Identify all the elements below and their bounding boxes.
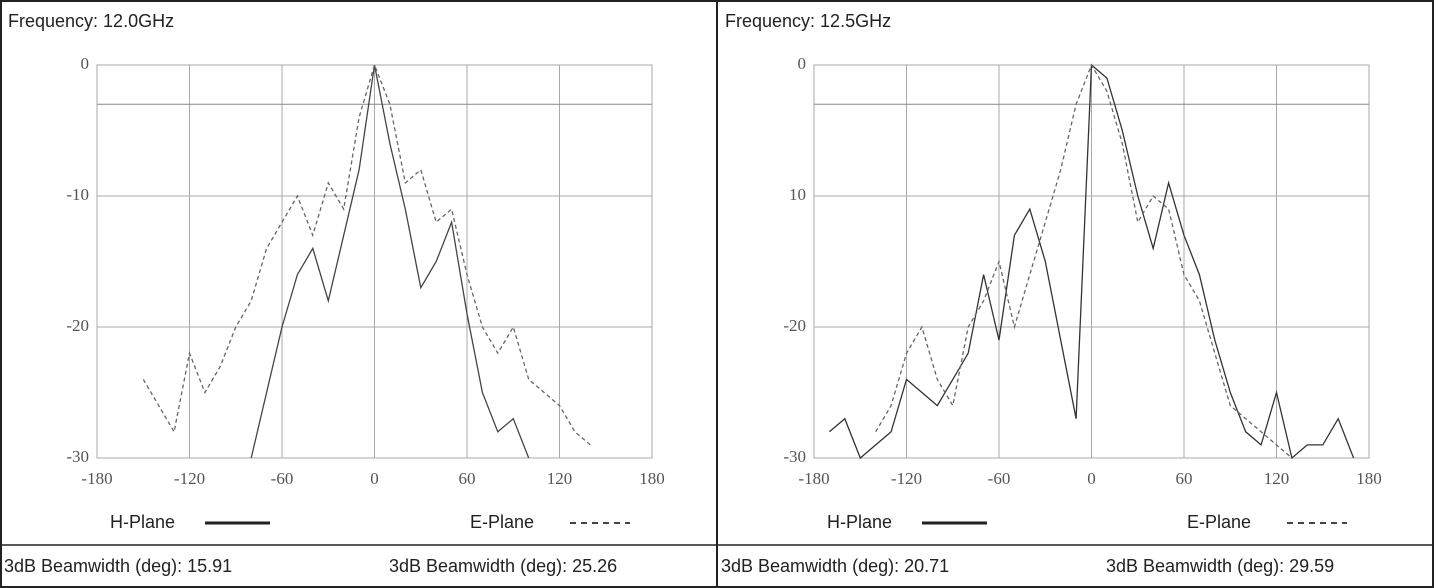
annotation: 3dB Beamwidth (deg): 25.26 — [389, 556, 617, 576]
x-tick-label: 0 — [370, 469, 379, 488]
x-tick-label: 180 — [639, 469, 665, 488]
legend-label: E-Plane — [1187, 512, 1251, 532]
chart-title: Frequency: 12.0GHz — [8, 11, 174, 31]
legend-label: H-Plane — [827, 512, 892, 532]
x-tick-label: -60 — [988, 469, 1011, 488]
x-tick-label: -120 — [174, 469, 205, 488]
y-tick-label: -20 — [66, 316, 89, 335]
x-tick-label: -120 — [891, 469, 922, 488]
x-tick-label: 60 — [1176, 469, 1193, 488]
y-tick-label: 10 — [789, 185, 806, 204]
y-tick-label: -20 — [783, 316, 806, 335]
x-tick-label: -180 — [798, 469, 829, 488]
x-tick-label: 0 — [1087, 469, 1096, 488]
annotation: 3dB Beamwidth (deg): 20.71 — [721, 556, 949, 576]
annotation: 3dB Beamwidth (deg): 15.91 — [4, 556, 232, 576]
x-tick-label: -180 — [81, 469, 112, 488]
x-tick-label: 180 — [1356, 469, 1382, 488]
y-tick-label: -30 — [783, 447, 806, 466]
series-line — [875, 63, 1293, 459]
y-tick-label: -30 — [66, 447, 89, 466]
y-tick-label: 0 — [798, 54, 807, 73]
x-tick-label: 60 — [459, 469, 476, 488]
y-tick-label: -10 — [66, 185, 89, 204]
series-line — [250, 64, 530, 459]
annotation: 3dB Beamwidth (deg): 29.59 — [1106, 556, 1334, 576]
x-tick-label: 120 — [1264, 469, 1290, 488]
chart-title: Frequency: 12.5GHz — [725, 11, 891, 31]
x-tick-label: -60 — [271, 469, 294, 488]
legend-label: H-Plane — [110, 512, 175, 532]
y-tick-label: 0 — [81, 54, 90, 73]
legend-label: E-Plane — [470, 512, 534, 532]
series-line — [142, 62, 591, 446]
x-tick-label: 120 — [547, 469, 573, 488]
